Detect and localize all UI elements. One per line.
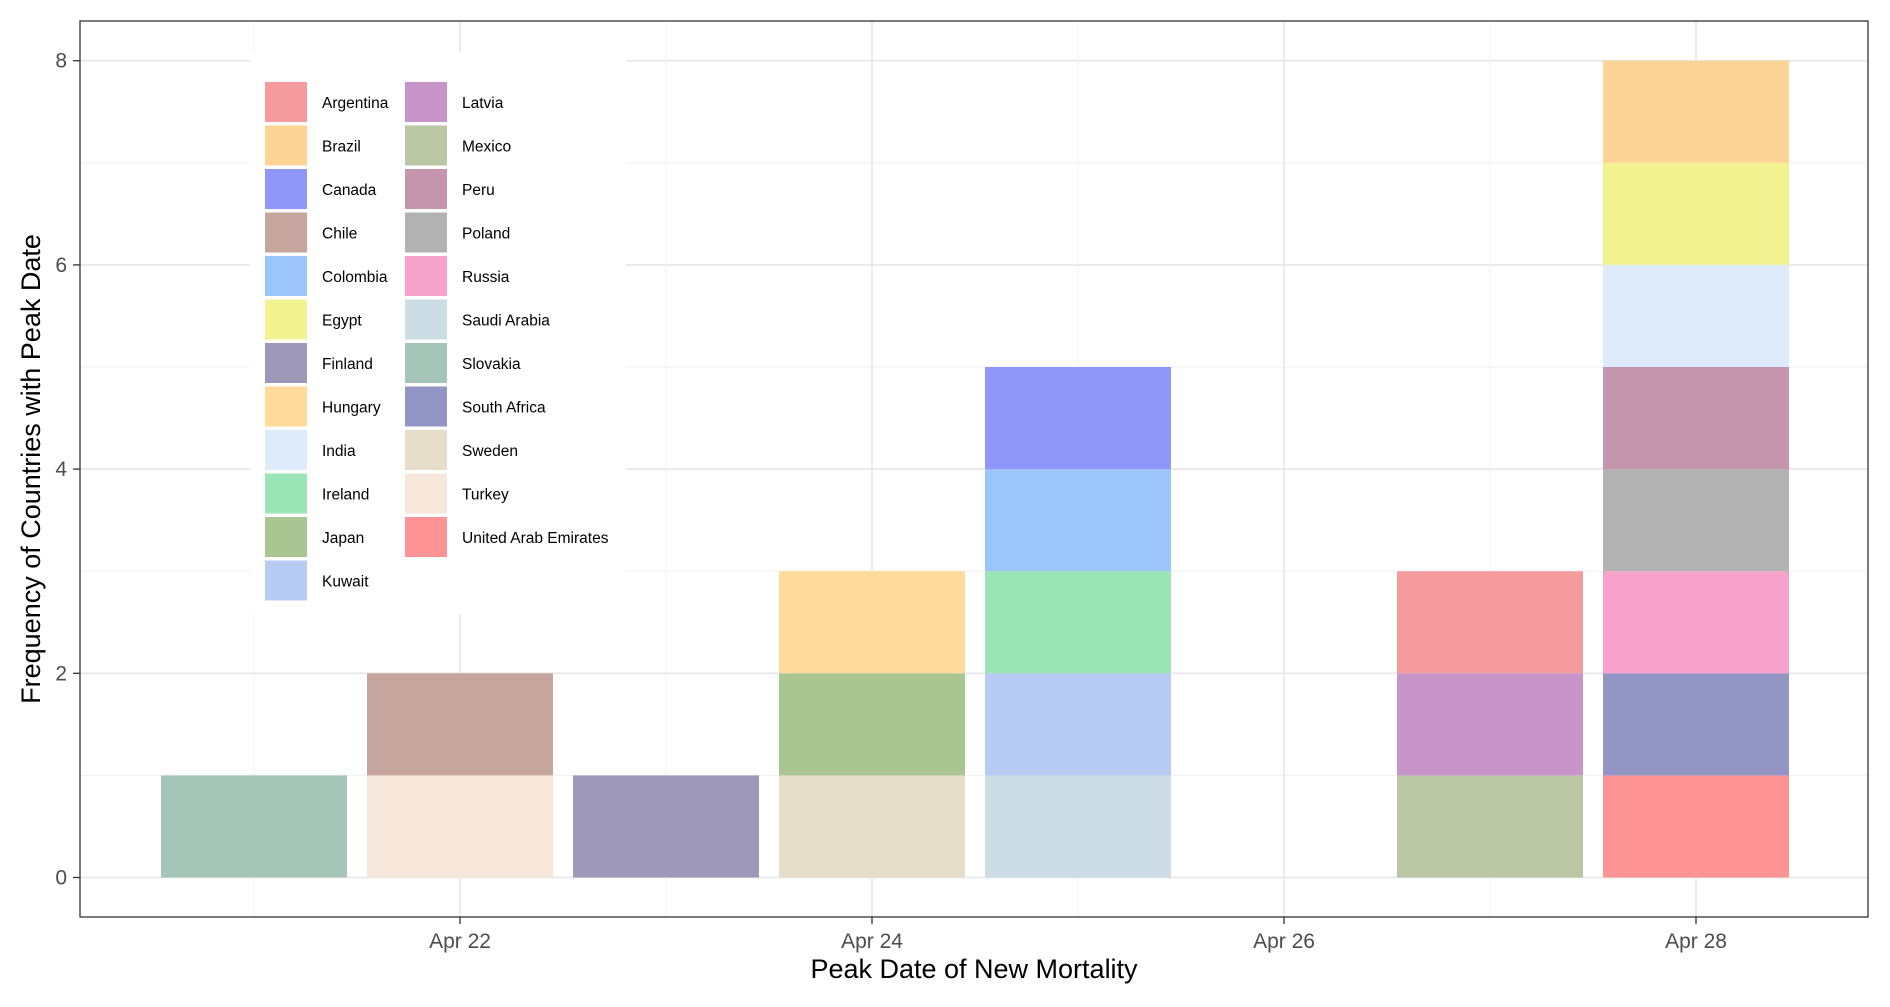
legend-key [405, 212, 447, 253]
legend-key [405, 82, 447, 122]
legend-label: Kuwait [322, 574, 369, 591]
legend-label: Mexico [462, 139, 511, 156]
bar-segment-hungary [779, 571, 965, 674]
panel-border [79, 20, 1869, 918]
legend-key [265, 212, 307, 253]
legend-label: India [322, 443, 356, 460]
bar-segment-canada [985, 367, 1171, 470]
legend-label: Finland [322, 356, 373, 373]
legend-key [265, 386, 307, 427]
bar-segment-mexico [1397, 775, 1583, 878]
legend-label: Poland [462, 226, 510, 243]
legend-label: Peru [462, 182, 495, 199]
bar-segment-latvia [1397, 673, 1583, 776]
bar-segment-russia [1603, 571, 1789, 674]
bars-layer [161, 60, 1789, 878]
legend-label: Latvia [462, 95, 504, 112]
y-tick-label: 4 [55, 458, 67, 481]
legend-key [265, 430, 307, 470]
legend-key [405, 299, 447, 340]
x-tick-label: Apr 26 [1253, 930, 1315, 953]
bar-segment-chile [367, 673, 553, 776]
legend-layer: Argentina Brazil Canada Chile Colombia Egypt F… [250, 52, 626, 614]
y-tick-label: 6 [55, 254, 67, 277]
bar-segment-brazil [1603, 60, 1789, 163]
axes-layer: 0 2 4 6 8 Apr 22 Apr 24 Apr 26 Apr 28 [55, 50, 1727, 953]
legend-label: Ireland [322, 487, 369, 504]
legend-key [405, 343, 447, 383]
legend-label: Egypt [322, 313, 362, 330]
legend-key [405, 256, 447, 296]
bar-segment-india [1603, 264, 1789, 367]
bar-segment-kuwait [985, 673, 1171, 776]
bar-segment-saudi-arabia [985, 775, 1171, 878]
bar-segment-peru [1603, 367, 1789, 470]
bar-segment-colombia [985, 469, 1171, 572]
legend-label: South Africa [462, 400, 546, 417]
x-tick-label: Apr 22 [429, 930, 491, 953]
legend-key [265, 125, 307, 166]
y-axis-title: Frequency of Countries with Peak Date [16, 234, 46, 704]
legend-key [405, 517, 447, 557]
legend-key [265, 82, 307, 122]
legend-label: Turkey [462, 487, 509, 504]
legend-key [405, 169, 447, 209]
x-axis-title: Peak Date of New Mortality [810, 954, 1138, 984]
legend-key [265, 299, 307, 340]
y-tick-label: 2 [55, 662, 67, 685]
bar-segment-japan [779, 673, 965, 776]
bar-segment-ireland [985, 571, 1171, 674]
legend-label: Saudi Arabia [462, 313, 550, 330]
legend-key [405, 430, 447, 470]
legend-key [405, 473, 447, 514]
legend-key [265, 169, 307, 209]
y-tick-label: 8 [55, 50, 67, 73]
y-tick-label: 0 [55, 867, 67, 890]
x-tick-label: Apr 24 [841, 930, 903, 953]
legend-label: Russia [462, 269, 510, 286]
bar-segment-turkey [367, 775, 553, 878]
legend-key [265, 343, 307, 383]
legend-label: Brazil [322, 139, 361, 156]
bar-segment-south-africa [1603, 673, 1789, 776]
bar-segment-argentina [1397, 571, 1583, 674]
bar-segment-egypt [1603, 162, 1789, 265]
legend-label: Chile [322, 226, 357, 243]
legend-key [265, 473, 307, 514]
legend-key [265, 256, 307, 296]
bar-segment-poland [1603, 469, 1789, 572]
legend-label: Argentina [322, 95, 389, 112]
legend-label: Canada [322, 182, 377, 199]
bar-segment-finland [573, 775, 759, 878]
legend-label: Hungary [322, 400, 381, 417]
legend-key [405, 125, 447, 166]
legend-key [265, 560, 307, 601]
legend-label: Japan [322, 530, 364, 547]
bar-segment-sweden [779, 775, 965, 878]
legend-key [405, 386, 447, 427]
bar-segment-slovakia [161, 775, 347, 878]
legend-label: Sweden [462, 443, 518, 460]
x-tick-label: Apr 28 [1665, 930, 1727, 953]
legend-label: Slovakia [462, 356, 521, 373]
legend-label: United Arab Emirates [462, 530, 609, 547]
legend-label: Colombia [322, 269, 388, 286]
legend-key [265, 517, 307, 557]
bar-segment-united-arab-emirates [1603, 775, 1789, 878]
